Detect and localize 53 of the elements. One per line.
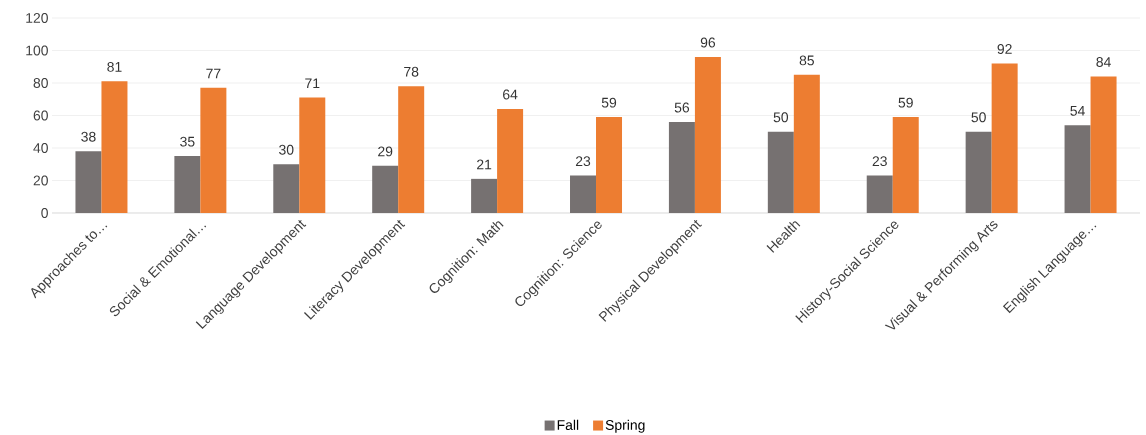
bar [965, 131, 992, 213]
bar [299, 97, 326, 213]
y-tick-label: 60 [33, 110, 48, 121]
data-label: 23 [575, 156, 591, 167]
data-label: 38 [81, 131, 96, 142]
bar [596, 117, 623, 213]
bar [1090, 76, 1117, 213]
y-tick-label: 100 [26, 45, 48, 56]
y-tick-label: 120 [26, 13, 48, 23]
bar [991, 63, 1018, 213]
bar [668, 121, 695, 213]
data-label: 92 [997, 44, 1012, 54]
data-label: 59 [898, 97, 913, 108]
bar [75, 151, 102, 213]
data-label: 21 [477, 159, 492, 170]
bar [471, 178, 498, 213]
data-label: 96 [700, 37, 716, 48]
data-label: 50 [773, 112, 789, 123]
bar [1064, 125, 1091, 213]
bar [174, 156, 201, 213]
bar [200, 87, 227, 213]
data-label: 56 [674, 102, 690, 113]
legend-label: Fall [557, 419, 579, 430]
y-tick-label: 20 [33, 175, 48, 186]
data-label: 35 [180, 136, 195, 147]
bar [892, 117, 919, 213]
data-label: 29 [378, 146, 393, 157]
data-label: 84 [1096, 57, 1111, 67]
data-label: 77 [206, 68, 221, 79]
bar [570, 175, 597, 213]
bar [372, 165, 399, 213]
data-label: 50 [971, 112, 986, 123]
bar [398, 86, 425, 213]
bar [497, 108, 524, 213]
bar [793, 74, 820, 213]
data-label: 64 [503, 89, 518, 100]
data-label: 81 [107, 61, 122, 72]
bar [273, 164, 300, 213]
data-label: 54 [1070, 105, 1085, 116]
data-label: 71 [305, 78, 320, 89]
bar [866, 175, 893, 213]
data-label: 23 [872, 156, 887, 167]
data-label: 59 [601, 97, 617, 108]
data-label: 78 [404, 66, 419, 77]
y-tick-label: 0 [41, 208, 48, 218]
data-label: 30 [279, 144, 294, 155]
bar [101, 81, 128, 213]
legend-label: Spring [605, 419, 645, 433]
y-tick-label: 80 [33, 78, 48, 88]
bar [694, 56, 721, 213]
bar [767, 131, 794, 213]
data-label: 85 [799, 55, 814, 66]
y-tick-label: 40 [33, 143, 48, 153]
